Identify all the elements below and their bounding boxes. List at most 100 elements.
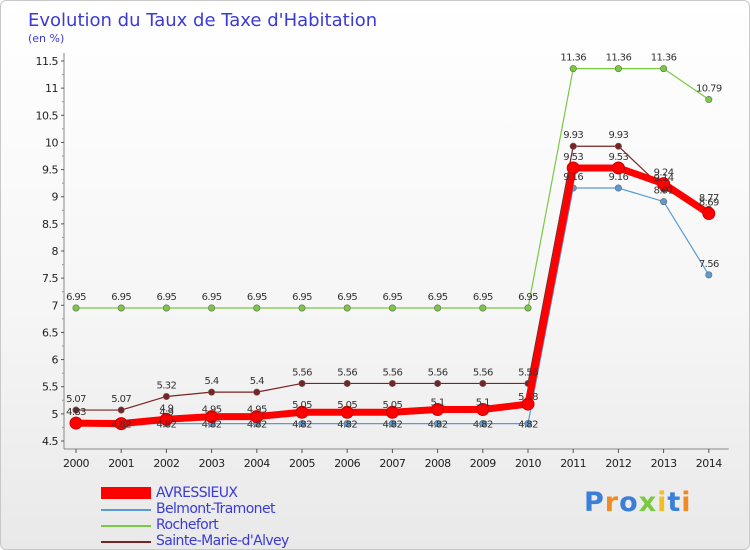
data-point: [117, 406, 125, 414]
brand-letter: i: [657, 487, 668, 518]
data-point: [614, 142, 622, 150]
data-point: [114, 417, 128, 431]
data-label: 5.56: [518, 367, 538, 378]
x-tick-label: 2006: [334, 457, 360, 470]
data-point: [388, 304, 396, 312]
data-label: 4.82: [111, 420, 131, 431]
data-point: [117, 304, 125, 312]
data-point: [434, 420, 442, 428]
data-label: 4.82: [337, 420, 357, 431]
data-label: 11.36: [651, 53, 677, 64]
data-label: 5.4: [250, 376, 264, 387]
data-point: [479, 304, 487, 312]
x-tick-label: 2002: [153, 457, 179, 470]
data-label: 6.95: [202, 292, 222, 303]
data-point: [250, 410, 264, 424]
data-label: 5.32: [156, 380, 176, 391]
data-point: [660, 65, 668, 73]
data-label: 5.56: [428, 367, 448, 378]
y-tick-label: 7: [52, 299, 59, 312]
x-tick-label: 2013: [651, 457, 677, 470]
data-point: [476, 403, 490, 417]
x-tick-label: 2011: [560, 457, 586, 470]
y-tick-label: 9.5: [42, 164, 58, 177]
data-label: 6.95: [382, 292, 402, 303]
y-tick-label: 4.5: [42, 435, 58, 448]
data-point: [702, 207, 716, 221]
data-label: 4.82: [247, 420, 267, 431]
legend-swatch-belmont: [101, 509, 151, 511]
data-label: 6.95: [66, 292, 86, 303]
data-label: 9.53: [563, 152, 583, 163]
data-label: 5.56: [292, 367, 312, 378]
data-label: 5.56: [473, 367, 493, 378]
data-label: 5.1: [431, 398, 445, 409]
data-point: [388, 420, 396, 428]
data-label: 5.07: [66, 394, 86, 405]
data-label: 6.95: [473, 292, 493, 303]
data-point: [569, 65, 577, 73]
data-label: 5.56: [382, 367, 402, 378]
data-label: 5.05: [292, 400, 312, 411]
data-label: 5.05: [337, 400, 357, 411]
data-point: [295, 405, 309, 419]
data-label: 9.14: [654, 173, 674, 184]
data-point: [431, 403, 445, 417]
brand-letter: o: [619, 487, 639, 518]
data-label: 4.82: [202, 420, 222, 431]
data-label: 4.9: [159, 403, 173, 414]
chart-subtitle: (en %): [28, 32, 64, 45]
y-tick-label: 5: [52, 408, 59, 421]
x-tick-label: 2014: [696, 457, 722, 470]
data-point: [614, 184, 622, 192]
x-tick-label: 2010: [515, 457, 541, 470]
data-point: [611, 161, 625, 175]
data-point: [479, 379, 487, 387]
data-label: 4.82: [382, 420, 402, 431]
data-point: [434, 304, 442, 312]
legend-swatch-rochefort: [101, 525, 151, 527]
y-tick-label: 10.5: [36, 109, 59, 122]
data-point: [524, 420, 532, 428]
data-point: [705, 271, 713, 279]
y-tick-label: 11: [45, 82, 58, 95]
y-tick-label: 6.5: [42, 326, 58, 339]
data-labels: 4.83 4.9 9.53 9.53 9.24 8.69 4.82 4.82 4.82 4.82 4…: [66, 53, 722, 431]
legend-swatch-avressieux: [101, 487, 151, 499]
brand-letter: i: [681, 487, 692, 518]
data-label: 10.79: [696, 84, 722, 95]
data-label: 8.77: [699, 193, 719, 204]
data-label: 5.05: [382, 400, 402, 411]
legend-label-belmont: Belmont-Tramonet: [156, 501, 275, 517]
data-point: [253, 304, 261, 312]
data-point: [343, 420, 351, 428]
data-point: [479, 420, 487, 428]
data-point: [298, 304, 306, 312]
y-tick-label: 5.5: [42, 381, 58, 394]
data-label: 9.16: [563, 172, 583, 183]
data-label: 4.95: [202, 405, 222, 416]
data-point: [159, 412, 173, 426]
y-tick-label: 6: [52, 354, 59, 367]
data-label: 11.36: [606, 53, 632, 64]
x-tick-label: 2001: [108, 457, 134, 470]
data-label: 9.24: [654, 168, 674, 179]
data-label: 6.95: [428, 292, 448, 303]
series-0: [69, 161, 716, 431]
data-label: 6.95: [518, 292, 538, 303]
data-point: [569, 142, 577, 150]
data-label: 5.18: [518, 392, 538, 403]
data-point: [69, 416, 83, 430]
data-label: 6.95: [156, 292, 176, 303]
x-tick-label: 2007: [379, 457, 405, 470]
data-label: 11.36: [560, 53, 586, 64]
data-label: 4.83: [66, 407, 86, 418]
x-tick-label: 2012: [605, 457, 631, 470]
y-tick-label: 11.5: [36, 55, 59, 68]
data-label: 5.56: [337, 367, 357, 378]
y-tick-label: 10: [45, 136, 58, 149]
data-label: 4.82: [428, 420, 448, 431]
data-point: [614, 65, 622, 73]
data-label: 9.93: [563, 130, 583, 141]
